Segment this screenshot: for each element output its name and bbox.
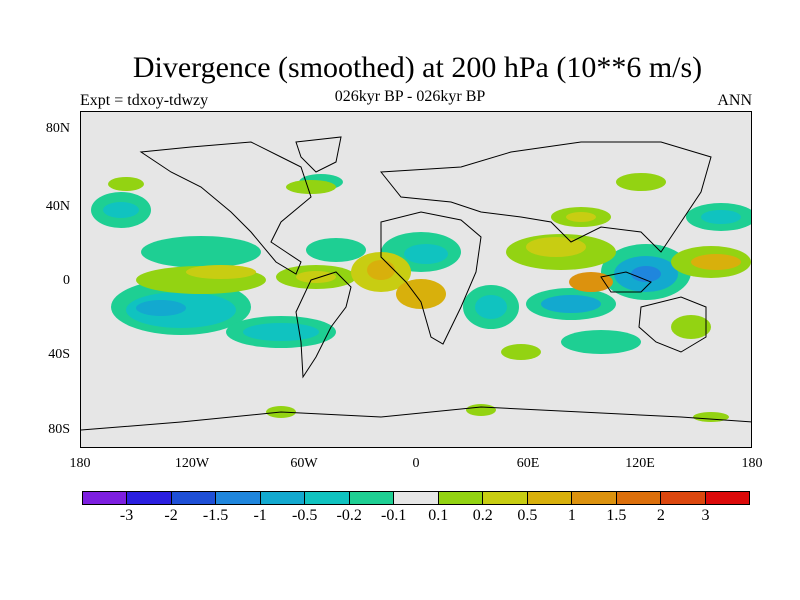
lat-label-80n: 80N: [45, 121, 70, 136]
colorbar-swatch: [661, 492, 706, 504]
colorbar-label: 0.5: [517, 507, 538, 524]
colorbar-swatch: [483, 492, 528, 504]
lon-label-60e: 60E: [516, 456, 540, 471]
lat-label-80s: 80S: [48, 422, 70, 437]
colorbar-swatch: [216, 492, 261, 504]
colorbar: [82, 491, 750, 505]
colorbar-label: -0.2: [336, 507, 362, 524]
colorbar-label: 1.5: [606, 507, 627, 524]
lon-label-120e: 120E: [625, 456, 655, 471]
colorbar-swatch: [438, 492, 484, 504]
colorbar-swatch: [572, 492, 617, 504]
map-frame: [80, 111, 752, 448]
lon-label-120w: 120W: [174, 456, 210, 471]
lat-label-40n: 40N: [45, 199, 70, 214]
lat-label-40s: 40S: [48, 347, 70, 362]
colorbar-swatch: [616, 492, 662, 504]
lon-label-180e: 180: [741, 456, 763, 471]
lon-label-0: 0: [412, 456, 420, 471]
colorbar-label: 3: [701, 507, 710, 524]
lon-label-180w: 180: [69, 456, 91, 471]
colorbar-swatch: [394, 492, 439, 504]
experiment-label: Expt = tdxoy-tdwzy: [80, 92, 209, 109]
chart-title: Divergence (smoothed) at 200 hPa (10**6 …: [132, 51, 703, 84]
coastlines: [81, 136, 751, 431]
colorbar-swatch: [127, 492, 172, 504]
positive-divergence-patches: [108, 173, 751, 422]
colorbar-label: -0.5: [291, 507, 318, 524]
divergence-map: [81, 136, 751, 431]
negative-divergence-patches: [91, 174, 751, 354]
colorbar-label: -1: [253, 507, 267, 524]
colorbar-label: -0.1: [381, 507, 407, 524]
colorbar-swatch: [305, 492, 350, 504]
colorbar-swatch: [705, 492, 750, 504]
colorbar-swatch: [527, 492, 573, 504]
period-subtitle: 026kyr BP - 026kyr BP: [334, 88, 486, 105]
colorbar-label: -1.5: [202, 507, 229, 524]
colorbar-swatch: [260, 492, 306, 504]
lon-label-60w: 60W: [290, 456, 318, 471]
colorbar-label: 2: [656, 507, 665, 524]
colorbar-label: 0.1: [428, 507, 449, 524]
colorbar-label: 0.2: [472, 507, 493, 524]
colorbar-swatch: [83, 492, 128, 504]
colorbar-label: -3: [119, 507, 134, 524]
season-label: ANN: [717, 92, 752, 109]
colorbar-label: -2: [164, 507, 178, 524]
colorbar-swatch: [171, 492, 217, 504]
colorbar-label: 1: [567, 507, 576, 524]
lat-label-0: 0: [63, 273, 70, 288]
colorbar-swatch: [349, 492, 395, 504]
